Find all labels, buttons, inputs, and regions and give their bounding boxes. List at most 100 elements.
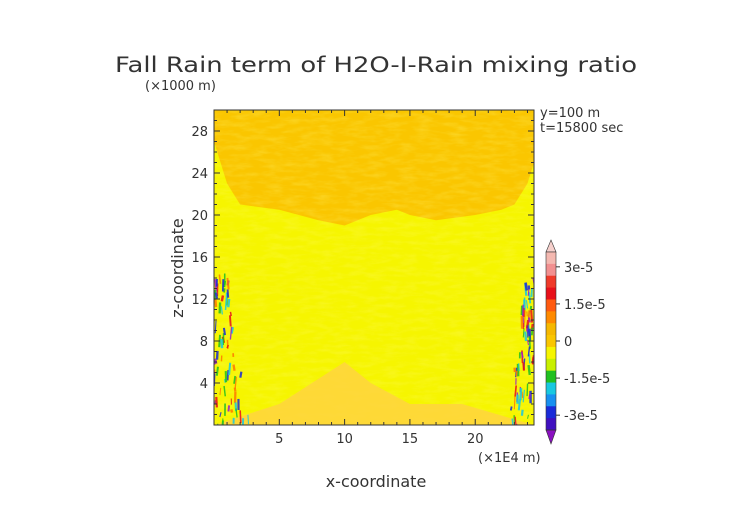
field-streak xyxy=(226,289,230,298)
field-streak xyxy=(515,370,518,377)
field-streak xyxy=(233,375,236,384)
colorbar-swatch xyxy=(546,346,556,360)
field-streak xyxy=(523,297,526,310)
field-streak xyxy=(235,408,238,418)
field-streak xyxy=(239,410,242,424)
y-unit-label: (×1000 m) xyxy=(145,79,216,94)
field-streak xyxy=(513,396,516,410)
field-streak xyxy=(528,292,532,304)
colorbar-swatch xyxy=(546,323,556,336)
field-streak xyxy=(527,414,529,419)
field-streak xyxy=(218,274,222,284)
field-streak xyxy=(230,409,234,413)
field-streak xyxy=(239,371,243,378)
field-streak xyxy=(220,306,223,315)
field-streak xyxy=(226,369,230,381)
field-streak xyxy=(525,300,529,309)
ground-layer-region xyxy=(214,362,534,425)
colorbar-swatch xyxy=(546,252,556,265)
annotation-t: t=15800 sec xyxy=(540,121,623,136)
field-streak xyxy=(220,295,225,302)
y-axis-ticks: 4 8 12 16 20 24 28 xyxy=(191,120,534,415)
field-streak xyxy=(524,282,529,291)
colorbar-swatch xyxy=(546,358,556,372)
field-streak xyxy=(514,385,518,397)
field-streak xyxy=(520,351,524,358)
y-axis-label: z-coordinate xyxy=(168,218,187,318)
field-streak xyxy=(522,322,525,330)
colorbar-swatch xyxy=(546,299,556,312)
colorbar-swatch xyxy=(546,311,556,324)
field-streak xyxy=(511,418,514,425)
field-streak xyxy=(520,409,524,416)
field-streak xyxy=(509,406,513,411)
y-tick-label: 8 xyxy=(200,335,208,350)
field-streak xyxy=(226,344,230,349)
field-streak xyxy=(223,385,227,397)
colorbar-top-arrow xyxy=(545,239,557,253)
field-streak xyxy=(214,358,218,365)
x-tick-label: 20 xyxy=(467,432,484,447)
field-streak xyxy=(227,405,231,412)
field-streak xyxy=(229,326,233,340)
field-streak xyxy=(222,418,224,425)
field-streak xyxy=(514,416,517,425)
field-streak xyxy=(522,389,525,403)
field-streak xyxy=(214,320,217,334)
x-tick-label: 10 xyxy=(336,432,353,447)
field-streak xyxy=(528,393,532,400)
field-streak xyxy=(214,289,217,300)
y-tick-label: 4 xyxy=(200,377,208,392)
x-tick-label: 15 xyxy=(402,432,419,447)
field-streak xyxy=(527,346,531,357)
colorbar-tick-label: 0 xyxy=(564,335,572,350)
colorbar-swatch xyxy=(546,287,556,300)
y-tick-label: 16 xyxy=(191,251,208,266)
field-streak xyxy=(233,387,237,392)
field-texture xyxy=(214,110,534,425)
colorbar-tick-label: 3e-5 xyxy=(564,261,593,276)
field-streak xyxy=(220,338,224,349)
colorbar-tick-label: -3e-5 xyxy=(564,409,598,424)
annotations: y=100 m t=15800 sec xyxy=(540,106,623,136)
strong-column-1 xyxy=(214,273,250,425)
colorbar-tick-label: 1.5e-5 xyxy=(564,298,606,313)
field-streak xyxy=(215,366,219,376)
chart-title: Fall Rain term of H2O-I-Rain mixing rati… xyxy=(115,53,637,77)
colorbar-swatch xyxy=(546,394,556,407)
field-streak xyxy=(527,364,531,376)
x-tick-label: 5 xyxy=(275,432,283,447)
colorbar-swatch xyxy=(546,406,556,419)
field-streak xyxy=(530,327,534,336)
field-streak xyxy=(234,376,237,390)
field-streak xyxy=(526,339,530,346)
field-streak xyxy=(527,288,530,296)
field-streak xyxy=(215,396,218,408)
y-tick-label: 12 xyxy=(191,293,208,308)
field-streak xyxy=(524,331,528,342)
field-streak xyxy=(247,414,250,425)
colorbar-swatch xyxy=(546,263,556,277)
field-streak xyxy=(517,399,522,411)
field-streak xyxy=(522,328,525,338)
colorbar-bottom-arrow xyxy=(545,429,557,445)
field-streak xyxy=(224,298,228,311)
field-streak xyxy=(217,423,219,425)
field-streak xyxy=(522,362,526,371)
field-streak xyxy=(529,305,533,310)
field-streak xyxy=(519,388,523,401)
colorbar-swatch xyxy=(546,335,556,348)
annotation-y: y=100 m xyxy=(540,106,600,121)
field-streak xyxy=(526,319,530,329)
y-tick-label: 24 xyxy=(191,167,208,182)
field-streak xyxy=(219,412,222,418)
y-tick-label: 20 xyxy=(191,209,208,224)
field-streak xyxy=(232,364,236,371)
x-axis-label: x-coordinate xyxy=(326,472,427,491)
field-streak xyxy=(226,277,230,290)
field-streak xyxy=(229,311,232,317)
field-streak xyxy=(214,292,219,299)
field-streak xyxy=(222,327,227,336)
field-streak xyxy=(527,317,531,323)
